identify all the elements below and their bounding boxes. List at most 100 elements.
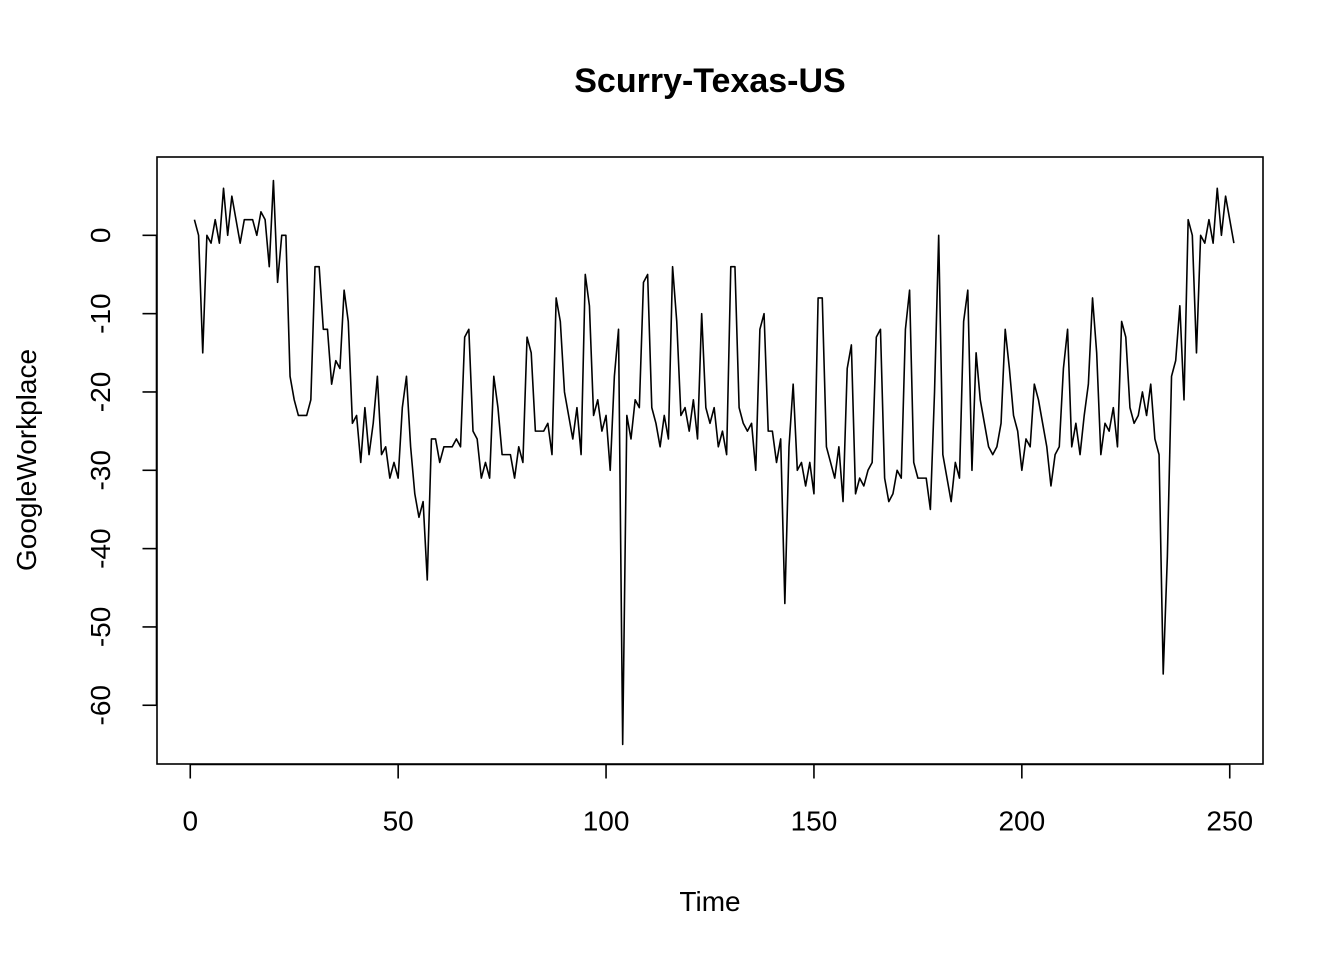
data-point	[1100, 454, 1102, 456]
data-point	[1063, 368, 1065, 370]
data-point	[1150, 383, 1152, 385]
data-point	[801, 462, 803, 464]
x-tick-label: 0	[182, 806, 198, 837]
data-point	[917, 477, 919, 479]
data-point	[1175, 360, 1177, 362]
data-point	[547, 423, 549, 425]
data-point	[871, 462, 873, 464]
data-point	[256, 235, 258, 237]
data-point	[543, 430, 545, 432]
y-tick-label: -10	[85, 293, 116, 333]
data-point	[1129, 407, 1131, 409]
data-point	[456, 438, 458, 440]
data-point	[967, 289, 969, 291]
data-point	[1046, 446, 1048, 448]
data-point	[684, 407, 686, 409]
x-tick-label: 100	[583, 806, 630, 837]
data-point	[460, 446, 462, 448]
data-point	[597, 399, 599, 401]
data-point	[809, 462, 811, 464]
data-point	[934, 391, 936, 393]
data-point	[663, 415, 665, 417]
data-point	[285, 235, 287, 237]
data-point	[589, 305, 591, 307]
data-point	[821, 297, 823, 299]
data-point	[1104, 423, 1106, 425]
plot-frame	[156, 156, 1264, 765]
data-point	[880, 329, 882, 331]
data-point	[1088, 383, 1090, 385]
data-point	[356, 415, 358, 417]
data-point	[1216, 188, 1218, 190]
data-point	[277, 282, 279, 284]
data-point	[651, 407, 653, 409]
data-point	[447, 446, 449, 448]
data-point	[244, 219, 246, 221]
data-point	[252, 219, 254, 221]
data-point	[626, 415, 628, 417]
data-point	[705, 407, 707, 409]
data-point	[659, 446, 661, 448]
data-point	[713, 407, 715, 409]
data-point	[219, 242, 221, 244]
data-point	[942, 454, 944, 456]
data-point	[614, 376, 616, 378]
x-tick-label: 250	[1206, 806, 1253, 837]
data-point	[1171, 376, 1173, 378]
data-point	[273, 180, 275, 182]
data-point	[647, 274, 649, 276]
data-point	[306, 415, 308, 417]
data-point	[1142, 391, 1144, 393]
y-tick-label: -40	[85, 528, 116, 568]
data-point	[1000, 423, 1002, 425]
data-point	[426, 579, 428, 581]
data-point	[1183, 399, 1185, 401]
data-point	[501, 454, 503, 456]
data-point	[1187, 219, 1189, 221]
data-point	[302, 415, 304, 417]
data-point	[938, 235, 940, 237]
data-point	[1042, 423, 1044, 425]
data-point	[1179, 305, 1181, 307]
data-point	[772, 430, 774, 432]
data-point	[555, 297, 557, 299]
data-point	[451, 446, 453, 448]
data-point	[202, 352, 204, 354]
data-point	[1212, 242, 1214, 244]
data-point	[680, 415, 682, 417]
data-point	[1034, 383, 1036, 385]
data-point	[393, 462, 395, 464]
data-point	[979, 399, 981, 401]
data-point	[855, 493, 857, 495]
data-point	[443, 446, 445, 448]
data-point	[900, 477, 902, 479]
data-point	[526, 336, 528, 338]
data-point	[1013, 415, 1015, 417]
data-point	[1025, 438, 1027, 440]
data-point	[1108, 430, 1110, 432]
data-point	[323, 329, 325, 331]
data-point	[227, 235, 229, 237]
data-point	[1162, 673, 1164, 675]
data-point	[264, 219, 266, 221]
data-point	[472, 430, 474, 432]
data-point	[992, 454, 994, 456]
data-point	[925, 477, 927, 479]
x-axis: 0 50 100 150 200 250	[182, 763, 1253, 837]
data-point	[343, 289, 345, 291]
data-point	[564, 391, 566, 393]
data-point	[481, 477, 483, 479]
data-point	[1196, 352, 1198, 354]
x-axis-label: Time	[679, 886, 740, 917]
data-point	[1204, 242, 1206, 244]
data-point	[489, 477, 491, 479]
data-point	[888, 501, 890, 503]
data-point	[1038, 399, 1040, 401]
data-point	[950, 501, 952, 503]
data-point	[1117, 446, 1119, 448]
data-point	[734, 266, 736, 268]
data-point	[385, 446, 387, 448]
data-point	[268, 266, 270, 268]
data-point	[1058, 446, 1060, 448]
data-point	[618, 329, 620, 331]
